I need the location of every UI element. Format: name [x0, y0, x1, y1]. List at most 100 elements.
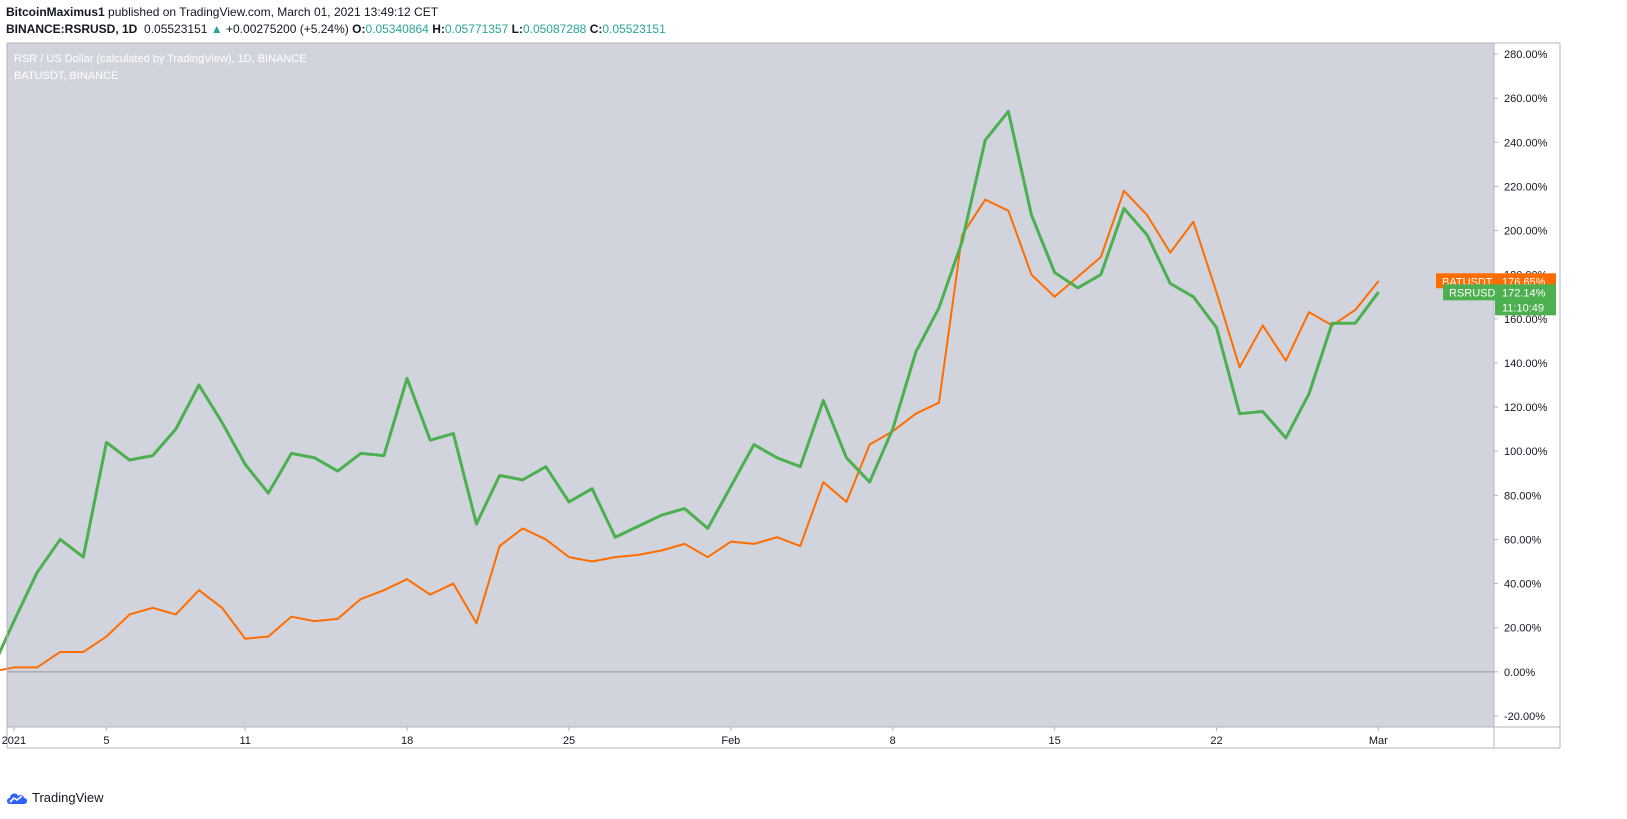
data-point-batusdt — [244, 637, 246, 640]
data-point-batusdt — [822, 481, 825, 483]
high-label: H: — [432, 22, 445, 36]
data-point-batusdt — [1053, 295, 1056, 298]
data-point-rsrusd — [1377, 291, 1380, 294]
data-point-batusdt — [105, 635, 108, 638]
data-point-rsrusd — [406, 377, 408, 380]
data-point-rsrusd — [13, 620, 15, 622]
rsr-label-value: 172.14% — [1502, 287, 1546, 299]
last-price: 0.05523151 — [144, 22, 208, 36]
data-point-rsrusd — [360, 452, 362, 455]
data-point-rsrusd — [938, 306, 940, 309]
data-point-rsrusd — [1331, 322, 1333, 325]
y-tick-label: 200.00% — [1504, 226, 1548, 238]
y-tick-label: 120.00% — [1504, 402, 1548, 414]
y-tick-label: 20.00% — [1504, 623, 1542, 635]
rsr-label-name: RSRUSD — [1449, 287, 1496, 299]
data-point-batusdt — [753, 543, 755, 545]
author-name[interactable]: BitcoinMaximus1 — [6, 5, 105, 19]
data-point-rsrusd — [267, 492, 270, 494]
rsr-price-label: RSRUSD 172.14% 11:10:49 — [1443, 284, 1556, 316]
data-point-batusdt — [1192, 220, 1195, 223]
data-point-rsrusd — [521, 479, 524, 481]
x-tick-label: 2021 — [2, 735, 26, 747]
data-point-rsrusd — [1261, 410, 1264, 413]
data-point-batusdt — [267, 635, 270, 638]
data-point-rsrusd — [614, 536, 617, 539]
data-point-batusdt — [845, 501, 848, 503]
data-point-rsrusd — [891, 428, 894, 430]
data-point-rsrusd — [660, 514, 663, 516]
data-point-batusdt — [868, 443, 871, 446]
data-point-batusdt — [1076, 276, 1079, 278]
data-point-rsrusd — [36, 571, 38, 574]
data-point-rsrusd — [1007, 110, 1010, 113]
data-point-rsrusd — [151, 454, 154, 457]
low-label: L: — [511, 22, 523, 36]
x-tick-label: Mar — [1369, 735, 1388, 747]
y-tick-label: 40.00% — [1504, 579, 1542, 591]
data-point-rsrusd — [706, 527, 709, 530]
data-point-rsrusd — [961, 240, 963, 243]
data-point-rsrusd — [845, 457, 848, 459]
y-tick-label: 100.00% — [1504, 446, 1548, 458]
data-point-batusdt — [36, 666, 38, 669]
low-value: 0.05087288 — [522, 22, 587, 36]
data-point-batusdt — [175, 613, 177, 616]
data-point-batusdt — [336, 618, 339, 620]
tradingview-cloud-icon — [7, 793, 27, 804]
data-point-rsrusd — [568, 501, 570, 503]
data-point-batusdt — [614, 556, 617, 558]
data-point-batusdt — [730, 540, 732, 543]
legend-main-series[interactable]: RSR / US Dollar (calculated by TradingVi… — [14, 53, 307, 65]
data-point-rsrusd — [313, 457, 316, 459]
data-point-rsrusd — [868, 481, 871, 483]
y-tick-label: -20.00% — [1504, 711, 1545, 723]
data-point-batusdt — [1238, 366, 1241, 369]
data-point-rsrusd — [475, 523, 478, 525]
y-tick-label: 260.00% — [1504, 93, 1548, 105]
data-point-batusdt — [406, 578, 408, 580]
data-point-rsrusd — [221, 421, 223, 424]
data-point-rsrusd — [1285, 437, 1287, 439]
y-tick-label: 240.00% — [1504, 137, 1548, 149]
open-label: O: — [352, 22, 366, 36]
x-tick-label: 22 — [1210, 735, 1222, 747]
x-tick-label: 8 — [890, 735, 896, 747]
data-point-batusdt — [1007, 209, 1010, 212]
tradingview-logo[interactable]: TradingView — [6, 790, 104, 805]
price-change: +0.00275200 (+5.24%) — [226, 22, 349, 36]
data-point-rsrusd — [591, 487, 593, 490]
data-point-batusdt — [151, 607, 154, 609]
data-point-batusdt — [984, 198, 987, 201]
data-point-batusdt — [13, 666, 15, 669]
data-point-batusdt — [198, 589, 200, 591]
data-point-batusdt — [1169, 251, 1172, 254]
data-point-batusdt — [1030, 273, 1033, 276]
data-point-rsrusd — [730, 485, 732, 488]
data-point-rsrusd — [984, 139, 987, 141]
data-point-rsrusd — [290, 452, 293, 455]
data-point-rsrusd — [105, 441, 108, 444]
data-point-batusdt — [776, 536, 778, 539]
data-point-batusdt — [383, 589, 385, 591]
data-point-batusdt — [429, 593, 432, 596]
data-point-batusdt — [938, 401, 940, 404]
y-tick-label: 220.00% — [1504, 181, 1548, 193]
data-point-rsrusd — [822, 399, 825, 402]
data-point-batusdt — [82, 651, 85, 653]
data-point-rsrusd — [1146, 234, 1148, 236]
publish-info: BitcoinMaximus1 published on TradingView… — [6, 5, 438, 19]
symbol-label: BINANCE:RSRUSD, 1D — [6, 22, 138, 36]
close-value: 0.05523151 — [602, 22, 666, 36]
data-point-rsrusd — [545, 465, 547, 468]
x-tick-label: 18 — [401, 735, 413, 747]
price-axis[interactable]: 280.00%260.00%240.00%220.00%200.00%180.0… — [1493, 43, 1561, 748]
data-point-batusdt — [799, 545, 802, 547]
data-point-batusdt — [1354, 309, 1357, 311]
legend-compare-series[interactable]: BATUSDT, BINANCE — [14, 70, 118, 82]
data-point-batusdt — [660, 549, 663, 552]
time-axis[interactable]: 2021 5 11 18 25 Feb 8 15 22 Mar — [2, 42, 1560, 749]
plot-area[interactable] — [7, 43, 1494, 727]
data-point-rsrusd — [452, 432, 455, 435]
